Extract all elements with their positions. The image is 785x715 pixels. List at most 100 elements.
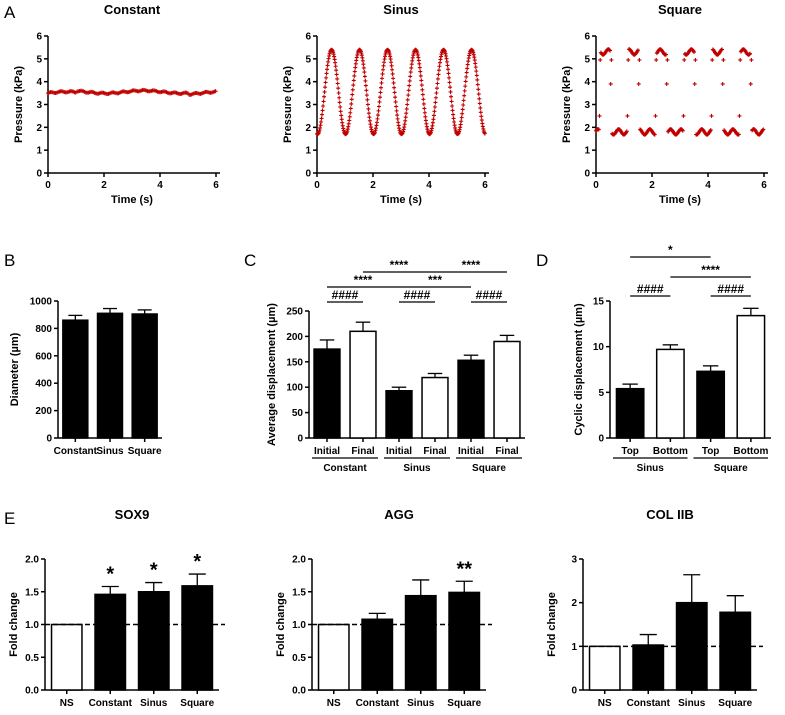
data-point — [476, 92, 481, 97]
data-point — [418, 69, 423, 74]
data-point — [450, 104, 455, 109]
data-point — [353, 61, 358, 66]
x-tick-label: 2 — [649, 180, 655, 191]
data-point — [405, 102, 410, 107]
data-point — [748, 81, 753, 86]
significance-star: ** — [456, 558, 472, 580]
data-point — [367, 115, 372, 120]
data-point — [473, 65, 478, 70]
y-tick-label: 2.0 — [292, 555, 306, 566]
data-point — [381, 67, 386, 72]
y-tick-label: 3 — [36, 100, 42, 111]
data-point — [710, 57, 715, 62]
significance-label: #### — [332, 288, 359, 302]
bar — [317, 623, 350, 691]
y-tick-label: 0 — [584, 169, 590, 180]
data-point — [463, 84, 468, 89]
x-tick-label: 4 — [157, 180, 163, 191]
data-point — [337, 100, 342, 105]
data-point — [436, 68, 441, 73]
data-point — [336, 91, 341, 96]
bar — [349, 330, 377, 439]
y-tick-label: 250 — [286, 307, 303, 318]
group-label: Square — [472, 463, 506, 474]
bar — [94, 593, 127, 691]
data-point — [417, 61, 422, 66]
data-point — [653, 113, 658, 118]
panel-label-b: B — [4, 251, 15, 270]
data-point — [474, 73, 479, 78]
data-point — [736, 132, 741, 137]
data-point — [448, 89, 453, 94]
data-point — [350, 92, 355, 97]
data-point — [420, 92, 425, 97]
panel-label-d: D — [536, 251, 548, 270]
data-point — [597, 113, 602, 118]
y-tick-label: 1.0 — [292, 620, 306, 631]
chart-title: Square — [658, 2, 702, 17]
x-tick-label: Constant — [627, 698, 671, 709]
y-axis-label: Pressure (kPa) — [561, 66, 573, 143]
x-tick-label: Square — [718, 698, 752, 709]
data-point — [322, 94, 327, 99]
data-point — [419, 78, 424, 83]
data-point — [720, 81, 725, 86]
data-point — [419, 83, 424, 88]
data-point — [377, 99, 382, 104]
x-tick-label: Constant — [54, 446, 98, 457]
data-point — [395, 116, 400, 121]
x-tick-label: Sinus — [96, 446, 124, 457]
data-point — [709, 113, 714, 118]
x-axis-label: Time (s) — [659, 194, 701, 206]
data-point — [692, 50, 696, 55]
y-tick-label: 1 — [305, 146, 311, 157]
y-tick-label: 600 — [35, 351, 52, 362]
x-axis-label: Time (s) — [380, 194, 422, 206]
significance-label: **** — [390, 258, 409, 272]
data-point — [364, 93, 369, 98]
chart-title: Constant — [104, 2, 161, 17]
data-point — [459, 115, 464, 120]
data-point — [472, 58, 477, 63]
data-point — [463, 79, 468, 84]
x-tick-label: 0 — [45, 180, 51, 191]
x-tick-label: Initial — [386, 446, 412, 457]
group-label: Constant — [323, 463, 367, 474]
data-point — [449, 99, 454, 104]
data-point — [652, 132, 657, 137]
data-point — [351, 83, 356, 88]
data-series-square — [594, 47, 766, 137]
data-point — [338, 109, 343, 114]
y-tick-label: 2 — [571, 598, 577, 609]
x-tick-label: 6 — [761, 180, 767, 191]
data-point — [431, 117, 436, 122]
data-point — [319, 119, 324, 124]
data-point — [479, 118, 484, 123]
data-point — [435, 81, 440, 86]
y-axis-label: Fold change — [275, 592, 287, 657]
data-point — [447, 75, 452, 80]
data-series-constant — [46, 87, 218, 97]
significance-label: * — [668, 243, 673, 257]
data-point — [461, 102, 466, 107]
data-point — [420, 87, 425, 92]
data-point — [445, 59, 450, 64]
data-point — [692, 81, 697, 86]
data-point — [406, 93, 411, 98]
y-tick-label: 150 — [286, 357, 303, 368]
data-point — [404, 106, 409, 111]
data-point — [351, 78, 356, 83]
data-point — [407, 78, 412, 83]
significance-label: #### — [404, 288, 431, 302]
y-tick-label: 10 — [593, 342, 605, 353]
x-tick-label: Final — [351, 446, 375, 457]
x-tick-label: Initial — [314, 446, 340, 457]
data-point — [403, 115, 408, 120]
x-tick-label: Constant — [89, 698, 133, 709]
bar — [313, 348, 341, 439]
data-point — [349, 97, 354, 102]
data-point — [432, 109, 437, 114]
y-axis-label: Pressure (kPa) — [13, 66, 25, 143]
data-point — [433, 95, 438, 100]
data-point — [363, 78, 368, 83]
